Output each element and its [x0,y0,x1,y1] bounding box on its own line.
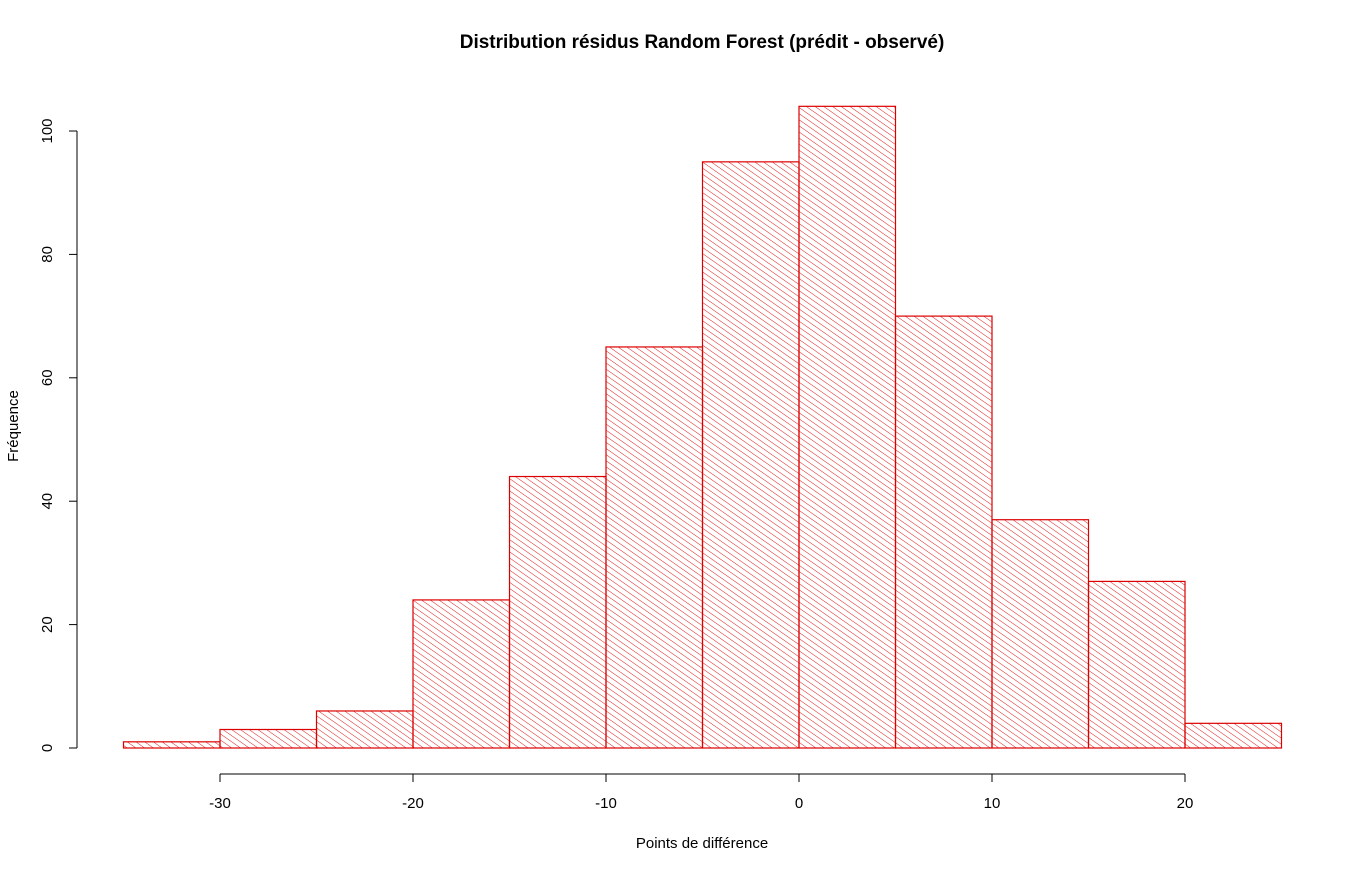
y-tick-label: 0 [39,744,56,752]
histogram-bar [219,728,318,749]
x-tick-label: -30 [209,795,231,812]
x-axis: -30 -20 -10 0 10 20 [209,773,1194,812]
y-tick-label: 80 [39,246,56,263]
histogram-bar [412,599,511,749]
x-tick-label: 10 [984,795,1001,812]
histogram-bar [315,710,414,749]
histogram-bar [894,315,993,749]
histogram-bar [1087,580,1186,749]
x-tick-label: 0 [795,795,803,812]
y-tick-label: 60 [39,369,56,386]
histogram-bar [605,346,704,749]
y-axis: 0 20 40 60 80 100 [39,118,78,752]
x-axis-label: Points de différence [636,835,768,852]
y-axis-label: Fréquence [5,390,22,462]
chart-title: Distribution résidus Random Forest (préd… [460,32,945,53]
x-tick-label: 20 [1177,795,1194,812]
histogram-bar [798,105,897,749]
histogram-bar [122,741,221,749]
y-tick-label: 20 [39,616,56,633]
y-tick-label: 40 [39,493,56,510]
y-tick-label: 100 [39,118,56,143]
bars-group [122,105,1283,749]
histogram-bar [701,161,800,749]
x-tick-label: -10 [595,795,617,812]
x-tick-label: -20 [402,795,424,812]
histogram-bar [508,475,607,749]
histogram-bar [991,519,1090,749]
histogram-bar [1184,722,1283,749]
